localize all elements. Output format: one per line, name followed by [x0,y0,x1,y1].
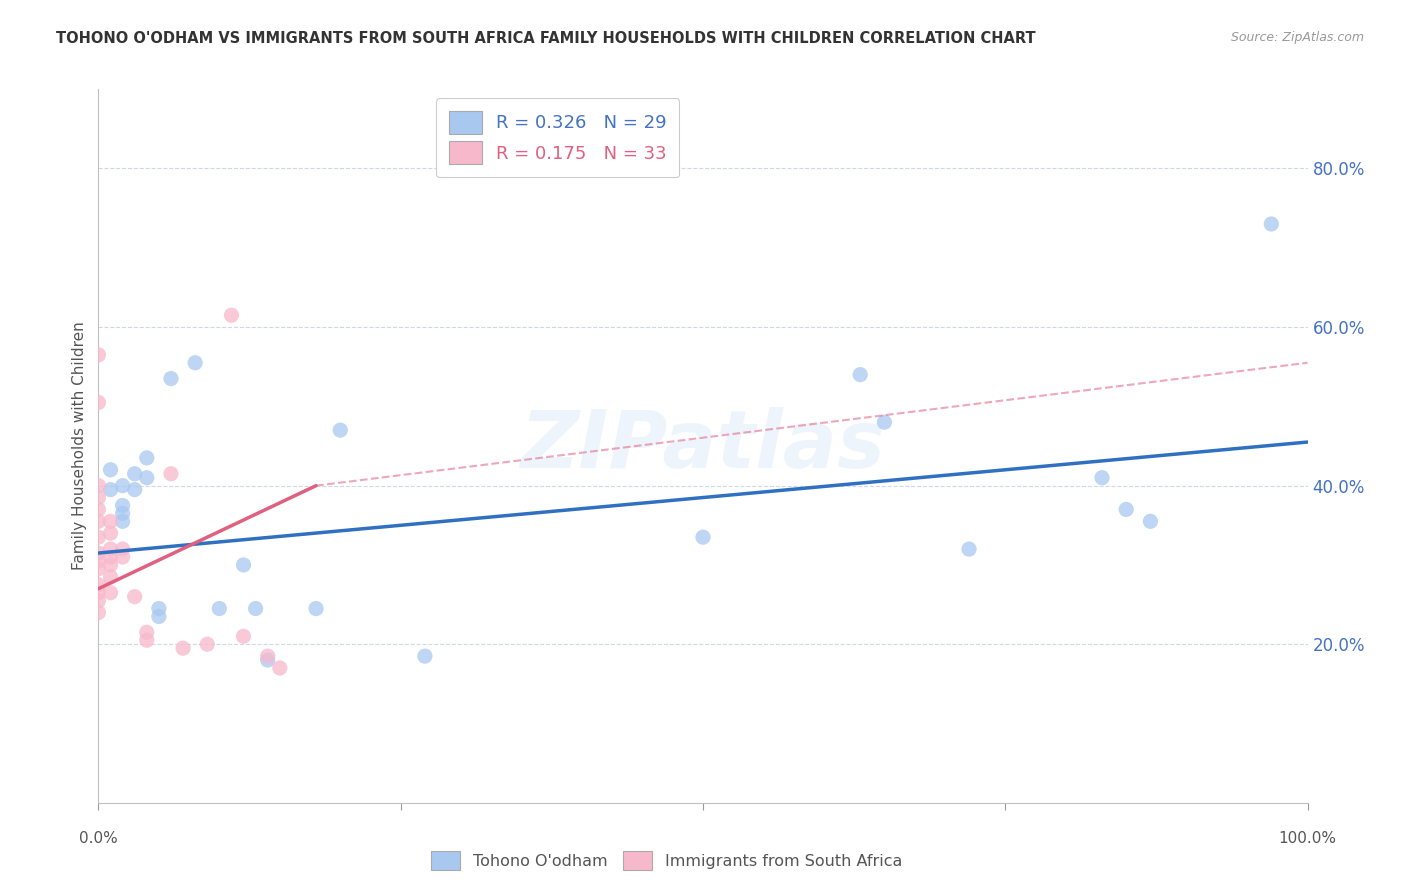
Text: 100.0%: 100.0% [1278,830,1337,846]
Text: 0.0%: 0.0% [79,830,118,846]
Point [1260,217,1282,231]
Point [100,483,122,497]
Point [87,502,110,516]
Point [1139,514,1161,528]
Point [111,507,134,521]
Point [100,526,122,541]
Point [232,558,254,572]
Point [100,585,122,599]
Point [232,629,254,643]
Point [1091,471,1114,485]
Point [135,450,157,465]
Point [111,499,134,513]
Point [87,530,110,544]
Point [111,514,134,528]
Text: ZIPatlas: ZIPatlas [520,407,886,485]
Y-axis label: Family Households with Children: Family Households with Children [72,322,87,570]
Point [87,478,110,492]
Point [100,514,122,528]
Point [221,308,243,322]
Point [87,514,110,528]
Point [245,601,267,615]
Point [195,637,218,651]
Point [184,356,207,370]
Point [413,649,436,664]
Point [208,601,231,615]
Point [1115,502,1137,516]
Text: Source: ZipAtlas.com: Source: ZipAtlas.com [1230,31,1364,45]
Point [111,478,134,492]
Point [135,625,157,640]
Point [100,558,122,572]
Point [135,633,157,648]
Point [135,471,157,485]
Point [124,590,146,604]
Point [256,649,278,664]
Point [305,601,328,615]
Point [87,585,110,599]
Point [111,549,134,564]
Point [873,415,896,429]
Point [111,542,134,557]
Text: TOHONO O'ODHAM VS IMMIGRANTS FROM SOUTH AFRICA FAMILY HOUSEHOLDS WITH CHILDREN C: TOHONO O'ODHAM VS IMMIGRANTS FROM SOUTH … [56,31,1036,46]
Point [87,348,110,362]
Point [329,423,352,437]
Point [957,542,980,557]
Point [100,463,122,477]
Point [87,562,110,576]
Point [256,653,278,667]
Point [124,467,146,481]
Point [160,467,183,481]
Legend: Tohono O'odham, Immigrants from South Africa: Tohono O'odham, Immigrants from South Af… [425,845,908,877]
Point [269,661,291,675]
Point [148,601,170,615]
Point [100,542,122,557]
Point [87,606,110,620]
Point [124,483,146,497]
Point [87,395,110,409]
Point [692,530,714,544]
Point [172,641,194,656]
Point [160,371,183,385]
Point [87,593,110,607]
Point [87,546,110,560]
Point [87,578,110,592]
Point [87,491,110,505]
Point [87,554,110,568]
Point [100,570,122,584]
Point [100,549,122,564]
Point [849,368,872,382]
Point [148,609,170,624]
